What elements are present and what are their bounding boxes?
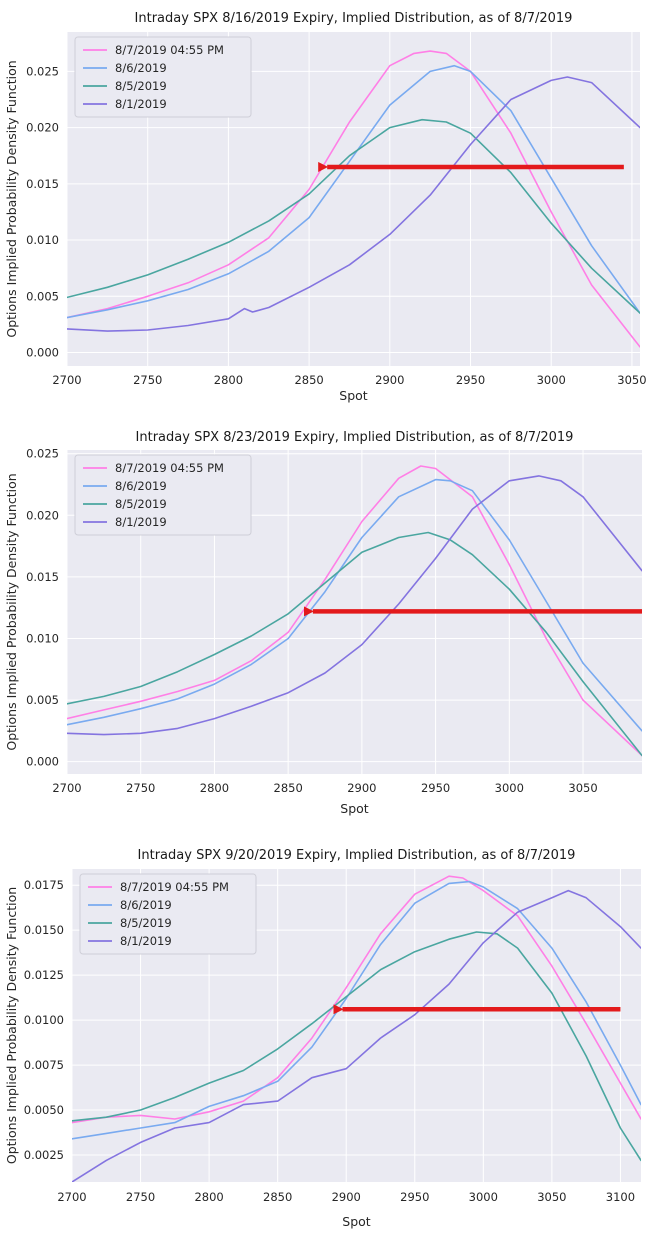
series-line-3 [72,931,641,1162]
chart-title: Intraday SPX 8/23/2019 Expiry, Implied D… [136,430,574,445]
y-tick-label: 0.0150 [24,923,64,937]
x-axis-label: Spot [339,388,368,403]
x-tick-label: 2950 [400,1190,429,1204]
legend-label: 8/6/2019 [120,898,172,912]
x-tick-label: 2800 [200,781,229,795]
x-tick-label: 2700 [52,781,81,795]
series-line-2 [67,64,640,319]
chart-title: Intraday SPX 9/20/2019 Expiry, Implied D… [138,848,576,863]
x-tick-label: 2700 [57,1190,86,1204]
legend-label: 8/1/2019 [120,934,172,948]
x-tick-label: 2850 [263,1190,292,1204]
y-tick-label: 0.005 [26,289,59,303]
series-line-1 [67,50,640,348]
legend-label: 8/6/2019 [115,479,167,493]
x-tick-label: 3050 [537,1190,566,1204]
y-tick-label: 0.010 [26,631,59,645]
y-tick-label: 0.020 [26,121,59,135]
y-axis-label: Options Implied Probability Density Func… [4,60,19,337]
chart-8-16-expiry: 2700 2750 2800 2850 2900 2950 3000 3050 0.000 0.0… [4,11,647,403]
x-tick-label: 2900 [332,1190,361,1204]
x-tick-label: 2950 [456,373,485,387]
x-tick-label: 2800 [194,1190,223,1204]
y-tick-label: 0.025 [26,64,59,78]
legend-box [74,454,252,536]
chart-9-20-expiry: 2700 2750 2800 2850 2900 2950 3000 3050 3100 0.00… [4,848,641,1229]
legend-label: 8/5/2019 [120,916,172,930]
x-axis-label: Spot [342,1214,371,1229]
x-tick-label: 3100 [606,1190,635,1204]
x-tick-label: 3000 [495,781,524,795]
series-line-2 [72,880,641,1140]
y-tick-label: 0.015 [26,177,59,191]
chart-title: Intraday SPX 8/16/2019 Expiry, Implied D… [135,11,573,26]
legend-box [79,873,257,955]
x-tick-label: 3050 [568,781,597,795]
y-tick-label: 0.010 [26,233,59,247]
y-tick-label: 0.0125 [24,968,64,982]
x-tick-label: 2900 [347,781,376,795]
series-line-1 [67,465,642,757]
series-line-4 [67,76,640,332]
x-tick-label: 3000 [469,1190,498,1204]
x-tick-label: 2750 [126,781,155,795]
y-tick-label: 0.015 [26,570,59,584]
x-tick-label: 2850 [274,781,303,795]
series-line-4 [72,889,641,1182]
x-tick-label: 2950 [421,781,450,795]
legend-box [74,36,252,118]
legend-label: 8/7/2019 04:55 PM [120,880,229,894]
y-tick-label: 0.0175 [24,878,64,892]
legend-label: 8/1/2019 [115,515,167,529]
y-tick-label: 0.020 [26,508,59,522]
x-tick-label: 2900 [375,373,404,387]
series-line-1 [72,875,641,1124]
y-tick-label: 0.000 [26,755,59,769]
chart-8-23-expiry: 2700 2750 2800 2850 2900 2950 3000 3050 0.000 0.0… [4,430,642,816]
y-tick-label: 0.0025 [24,1148,64,1162]
x-tick-label: 2850 [294,373,323,387]
legend-label: 8/5/2019 [115,497,167,511]
x-tick-label: 3000 [537,373,566,387]
legend-label: 8/1/2019 [115,97,167,111]
y-tick-label: 0.025 [26,447,59,461]
x-tick-label: 2800 [214,373,243,387]
series-line-3 [67,531,642,757]
y-tick-label: 0.0050 [24,1103,64,1117]
legend-label: 8/7/2019 04:55 PM [115,43,224,57]
y-tick-label: 0.005 [26,693,59,707]
series-line-2 [67,478,642,732]
y-axis-label: Options Implied Probability Density Func… [4,887,19,1164]
y-tick-label: 0.0075 [24,1058,64,1072]
series-group [67,465,642,757]
x-axis-label: Spot [340,801,369,816]
series-line-4 [67,475,642,736]
series-line-3 [67,118,640,314]
x-tick-label: 2750 [126,1190,155,1204]
x-tick-label: 2700 [52,373,81,387]
y-tick-label: 0.0100 [24,1013,64,1027]
x-tick-label: 3050 [617,373,646,387]
series-group [72,875,641,1182]
y-axis-label: Options Implied Probability Density Func… [4,473,19,750]
x-tick-label: 2750 [133,373,162,387]
legend-label: 8/6/2019 [115,61,167,75]
legend-label: 8/7/2019 04:55 PM [115,461,224,475]
series-group [67,50,640,348]
y-tick-label: 0.000 [26,346,59,360]
legend-label: 8/5/2019 [115,79,167,93]
